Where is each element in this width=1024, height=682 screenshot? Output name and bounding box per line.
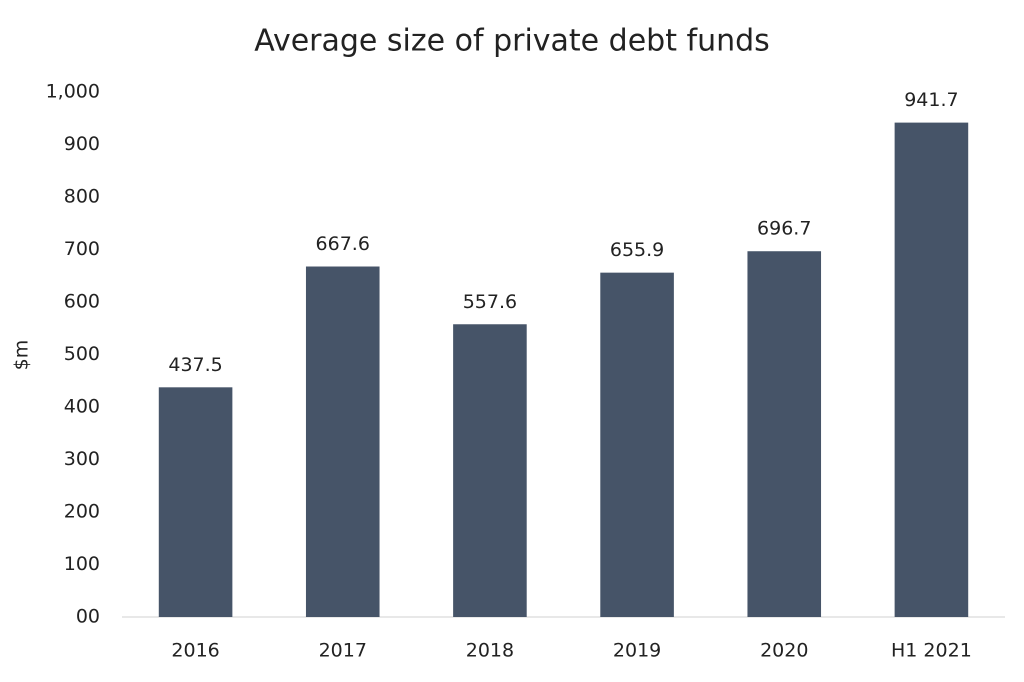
y-tick-label: 300 (64, 448, 100, 470)
bar (453, 324, 527, 617)
bar (600, 272, 674, 617)
bar (158, 387, 233, 617)
y-axis-label: $m (11, 340, 33, 371)
y-tick-label: 100 (64, 553, 100, 575)
y-tick-label: 400 (64, 396, 100, 418)
y-tick-label: 1,000 (46, 81, 100, 103)
value-label: 941.7 (904, 89, 958, 111)
chart-title: Average size of private debt funds (254, 24, 770, 59)
y-tick-label: 600 (64, 291, 100, 313)
y-tick-label: 700 (64, 238, 100, 260)
bar (305, 266, 380, 617)
x-tick-label: 2016 (171, 640, 219, 662)
y-tick-label: 200 (64, 501, 100, 523)
y-tick-label: 900 (64, 133, 100, 155)
x-tick-label: 2017 (319, 640, 367, 662)
y-tick-label: 00 (76, 606, 100, 628)
bar (894, 122, 969, 618)
y-tick-label: 800 (64, 186, 100, 208)
value-label: 557.6 (463, 291, 517, 313)
value-label: 655.9 (610, 239, 664, 261)
value-label: 667.6 (316, 233, 370, 255)
x-tick-label: 2018 (466, 640, 514, 662)
value-label: 437.5 (168, 354, 222, 376)
x-tick-label: H1 2021 (891, 640, 972, 662)
x-tick-label: 2019 (613, 640, 661, 662)
bar (747, 251, 822, 618)
x-tick-label: 2020 (760, 640, 808, 662)
value-label: 696.7 (757, 218, 811, 240)
y-tick-label: 500 (64, 343, 100, 365)
